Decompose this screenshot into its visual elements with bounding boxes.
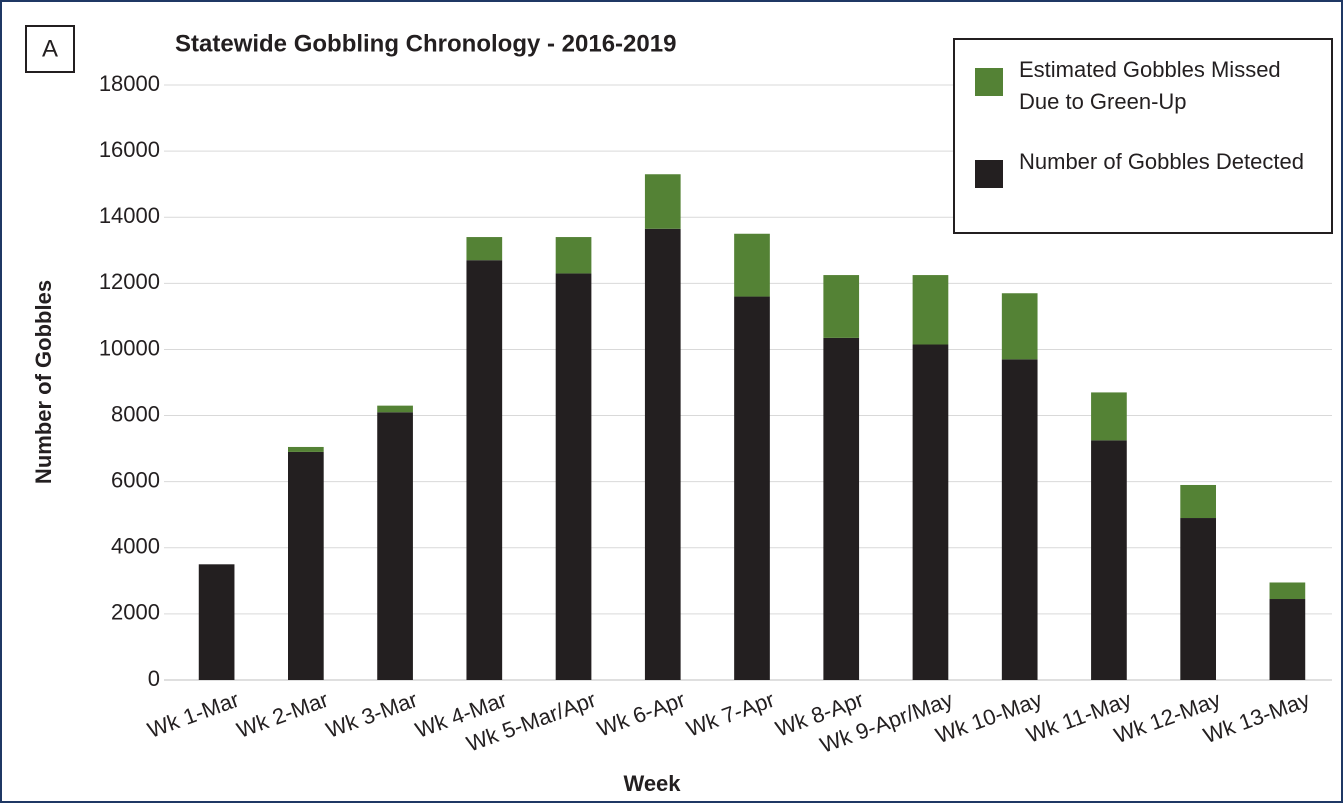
legend-label: Estimated Gobbles Missed Due to Green-Up: [1019, 57, 1281, 114]
x-tick-label: Wk 6-Apr: [594, 687, 689, 742]
bar-segment: [1091, 392, 1127, 441]
y-tick-label: 2000: [111, 600, 160, 625]
bar-segment: [466, 260, 503, 680]
x-axis-label: Week: [623, 771, 681, 796]
y-tick-label: 6000: [111, 467, 160, 492]
panel-box: [25, 25, 75, 73]
x-tick-label: Wk 3-Mar: [323, 687, 421, 743]
x-tick-label: Wk 2-Mar: [233, 687, 331, 743]
bar-segment: [198, 564, 235, 680]
bar-segment: [1180, 484, 1216, 519]
y-axis-label: Number of Gobbles: [31, 280, 56, 484]
bar-segment: [1180, 518, 1216, 680]
y-tick-label: 14000: [99, 203, 160, 228]
y-tick-label: 16000: [99, 137, 160, 162]
bar-segment: [734, 233, 770, 297]
bar-segment: [288, 451, 324, 680]
bar-segment: [1269, 599, 1306, 680]
panel-label: A: [42, 35, 58, 62]
bar-segment: [912, 275, 949, 345]
legend-swatch: [975, 160, 1003, 188]
bar-segment: [823, 337, 860, 680]
bar-segment: [644, 228, 681, 680]
bar-segment: [644, 174, 681, 229]
bar-segment: [1269, 582, 1306, 600]
y-tick-label: 12000: [99, 269, 160, 294]
bar-segment: [734, 296, 770, 680]
bar-segment: [1001, 359, 1038, 680]
bar-segment: [1001, 293, 1038, 360]
bar-segment: [1091, 440, 1127, 680]
bar-segment: [377, 405, 413, 413]
x-tick-label: Wk 7-Apr: [683, 687, 778, 742]
bar-segment: [823, 275, 860, 338]
bar-segment: [377, 412, 413, 680]
y-tick-label: 4000: [111, 534, 160, 559]
legend-item: Estimated Gobbles Missed Due to Green-Up: [975, 54, 1319, 118]
bar-segment: [555, 273, 592, 680]
legend: Estimated Gobbles Missed Due to Green-Up…: [953, 38, 1333, 234]
x-tick-label: Wk 1-Mar: [144, 687, 242, 743]
legend-swatch: [975, 68, 1003, 96]
chart-title: Statewide Gobbling Chronology - 2016-201…: [175, 30, 676, 57]
bar-segment: [912, 344, 949, 680]
legend-label: Number of Gobbles Detected: [1019, 149, 1304, 174]
y-tick-label: 0: [148, 666, 160, 691]
y-tick-label: 18000: [99, 71, 160, 96]
bar-segment: [555, 237, 592, 274]
y-tick-label: 10000: [99, 335, 160, 360]
legend-item: Number of Gobbles Detected: [975, 146, 1319, 188]
bar-segment: [288, 446, 324, 452]
bar-segment: [466, 237, 503, 261]
y-tick-label: 8000: [111, 401, 160, 426]
